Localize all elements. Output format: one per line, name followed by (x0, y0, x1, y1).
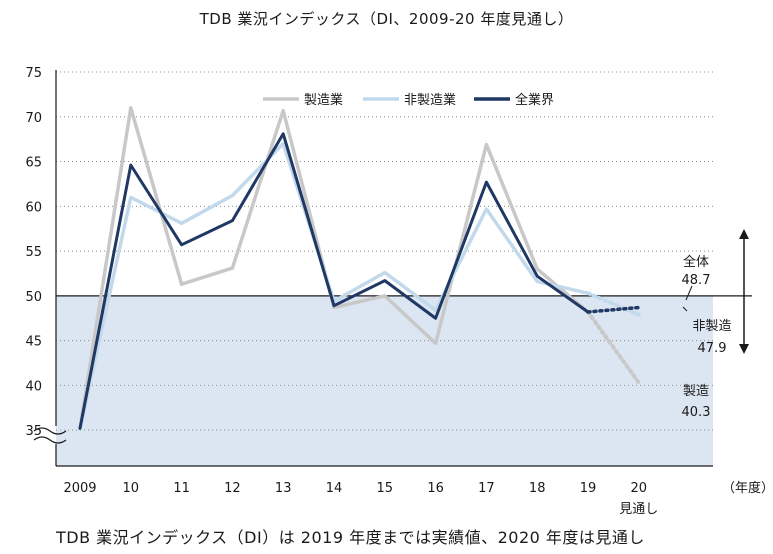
y-tick-label: 55 (25, 245, 42, 260)
chart-title: TDB 業況インデックス（DI、2009-20 年度見通し） (199, 10, 574, 28)
y-tick-label: 65 (25, 156, 42, 171)
y-tick-label: 40 (25, 379, 42, 394)
y-tick-label: 70 (25, 111, 42, 126)
x-tick-label: 15 (377, 481, 394, 496)
range-arrow-head-down (739, 344, 749, 354)
end-label-value: 48.7 (682, 273, 711, 288)
end-label-name: 全体 (683, 254, 709, 270)
leader-line (685, 285, 693, 301)
x-tick-label: 18 (529, 481, 546, 496)
range-arrow-head-up (739, 229, 749, 239)
axis-break-mark (33, 427, 67, 435)
series-forecast-line-1 (586, 291, 641, 317)
x-unit-label: （年度） (722, 480, 773, 496)
y-tick-label: 50 (25, 290, 42, 305)
end-label-name: 製造 (683, 384, 709, 399)
y-tick-label: 60 (25, 200, 42, 215)
x-tick-label: 20 (631, 481, 648, 496)
x-tick-label: 16 (427, 481, 444, 496)
x-tick-label: 2009 (63, 481, 96, 496)
y-tick-label: 35 (25, 424, 42, 439)
x-tick-label: 19 (580, 481, 597, 496)
x-tick-label: 11 (173, 481, 190, 496)
axis-break-mark (33, 436, 67, 444)
end-label-value: 47.9 (698, 341, 727, 356)
end-label-name: 非製造 (692, 319, 731, 334)
x-tick-label: 12 (224, 481, 241, 496)
chart-caption: TDB 業況インデックス（DI）は 2019 年度までは実績値、2020 年度は… (56, 528, 645, 547)
end-label-value: 40.3 (682, 405, 711, 420)
leader-line (682, 306, 688, 312)
y-tick-label: 45 (25, 335, 42, 350)
x-tick-label: 13 (275, 481, 292, 496)
legend-label: 全業界 (515, 92, 554, 108)
x-tick-label: 17 (478, 481, 495, 496)
x-tick-label: 10 (123, 481, 140, 496)
legend-label: 非製造業 (404, 92, 456, 108)
legend-label: 製造業 (304, 92, 343, 108)
x-forecast-label: 見通し (619, 502, 658, 517)
series-forecast-line-0 (586, 309, 641, 385)
y-tick-label: 75 (25, 66, 42, 81)
series-forecast-line-2 (586, 305, 641, 314)
x-tick-label: 14 (326, 481, 343, 496)
shaded-area-below-50 (56, 295, 713, 466)
